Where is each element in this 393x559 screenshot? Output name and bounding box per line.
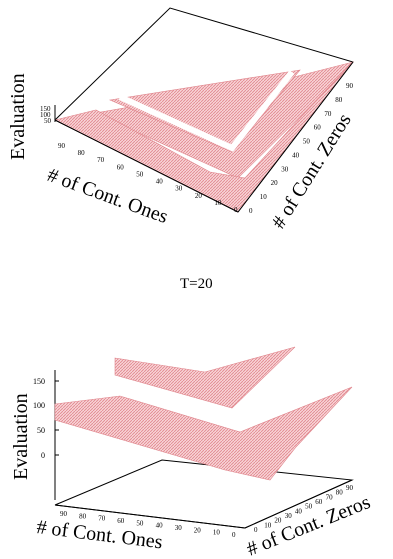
bottom-y-tick-30: 30: [285, 512, 293, 520]
top-y-tick-10: 10: [260, 193, 268, 201]
top-y-tick-80: 80: [335, 96, 343, 104]
top-x-tick-30: 30: [175, 185, 183, 193]
bottom-x-axis-line: [54, 504, 246, 529]
top-z-tick-100: 100: [40, 111, 51, 119]
top-x-tick-10: 10: [214, 199, 222, 207]
bottom-plot: 150 100 50 0 90 80 70 60 50 40 30 20 10 0 0102030…: [10, 346, 374, 559]
top-y-tick-0: 0: [249, 207, 253, 215]
bottom-y-tick-90: 90: [346, 484, 354, 492]
bottom-x-tick-40: 40: [156, 522, 164, 530]
top-x-tick-70: 70: [97, 156, 105, 164]
bottom-z-tick-100: 100: [33, 401, 45, 410]
top-z-label: Evaluation: [7, 73, 29, 160]
top-y-tick-40: 40: [292, 151, 300, 159]
bottom-y-tick-10: 10: [264, 521, 272, 529]
bottom-y-tick-60: 60: [315, 498, 323, 506]
top-y-axis-line: [237, 61, 354, 213]
bottom-y-tick-70: 70: [326, 493, 334, 501]
top-x-label: # of Cont. Ones: [44, 164, 171, 228]
bottom-z-tick-50: 50: [37, 426, 45, 435]
bottom-x-tick-80: 80: [79, 512, 87, 520]
bottom-x-tick-10: 10: [213, 529, 221, 537]
caption: T=20: [180, 276, 213, 292]
top-y-tick-30: 30: [281, 165, 289, 173]
top-y-tick-90: 90: [346, 82, 354, 90]
bottom-x-tick-60: 60: [117, 517, 125, 525]
top-surface-gap: [118, 70, 295, 152]
top-x-tick-40: 40: [156, 178, 164, 186]
top-x-tick-50: 50: [136, 170, 144, 178]
top-y-tick-70: 70: [324, 110, 332, 118]
bottom-y-tick-80: 80: [336, 489, 344, 497]
bottom-z-label: Evaluation: [10, 393, 32, 480]
bottom-x-tick-70: 70: [98, 515, 106, 523]
bottom-x-tick-90: 90: [60, 510, 68, 518]
bottom-x-tick-20: 20: [194, 526, 202, 534]
bottom-y-label: # of Cont. Zeros: [244, 491, 374, 559]
top-x-tick-80: 80: [78, 149, 86, 157]
top-y-tick-60: 60: [314, 124, 322, 132]
bottom-x-tick-50: 50: [136, 519, 144, 527]
top-x-tick-60: 60: [117, 163, 125, 171]
top-x-tick-0: 0: [234, 206, 238, 214]
top-x-axis-line: [54, 119, 239, 213]
bottom-y-tick-40: 40: [295, 507, 303, 515]
bottom-x-ticks: 90 80 70 60 50 40 30 20 10 0: [60, 510, 236, 539]
bottom-surface-lower: [54, 386, 353, 481]
bottom-x-tick-30: 30: [175, 524, 183, 532]
bottom-y-axis-line: [244, 479, 353, 529]
top-y-tick-50: 50: [303, 138, 311, 146]
top-x-tick-90: 90: [58, 142, 66, 150]
bottom-z-tick-0: 0: [41, 451, 45, 460]
top-x-ticks: 90 80 70 60 50 40 30 20 10 0: [58, 142, 238, 214]
bottom-z-tick-150: 150: [33, 377, 45, 386]
top-z-tick-50: 50: [44, 117, 52, 125]
bottom-x-tick-0: 0: [232, 531, 236, 539]
top-z-tick-150: 150: [40, 105, 51, 113]
top-x-tick-20: 20: [195, 192, 203, 200]
top-surface-lower: [108, 69, 301, 153]
bottom-y-tick-50: 50: [305, 503, 313, 511]
top-y-tick-20: 20: [271, 179, 279, 187]
bottom-y-tick-20: 20: [274, 517, 282, 525]
bottom-y-tick-0: 0: [254, 526, 258, 534]
bottom-surface-upper: [114, 346, 296, 409]
